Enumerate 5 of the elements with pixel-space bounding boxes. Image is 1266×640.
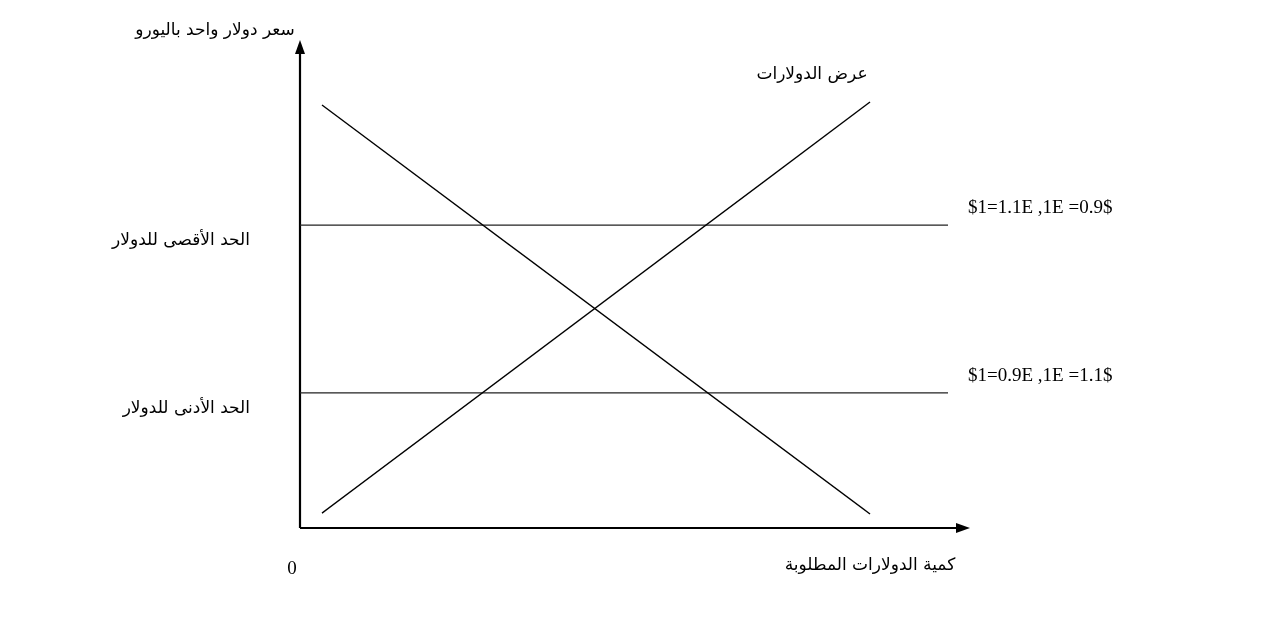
xlabel: كمية الدولارات المطلوبة — [784, 554, 956, 574]
annotation: $1=1.1E ,1E =0.9$ — [968, 196, 1113, 218]
annotation: $1=0.9E ,1E =1.1$ — [968, 364, 1113, 386]
ylabel: سعر دولار واحد باليورو — [135, 19, 295, 39]
annotation: 0 — [287, 557, 297, 579]
